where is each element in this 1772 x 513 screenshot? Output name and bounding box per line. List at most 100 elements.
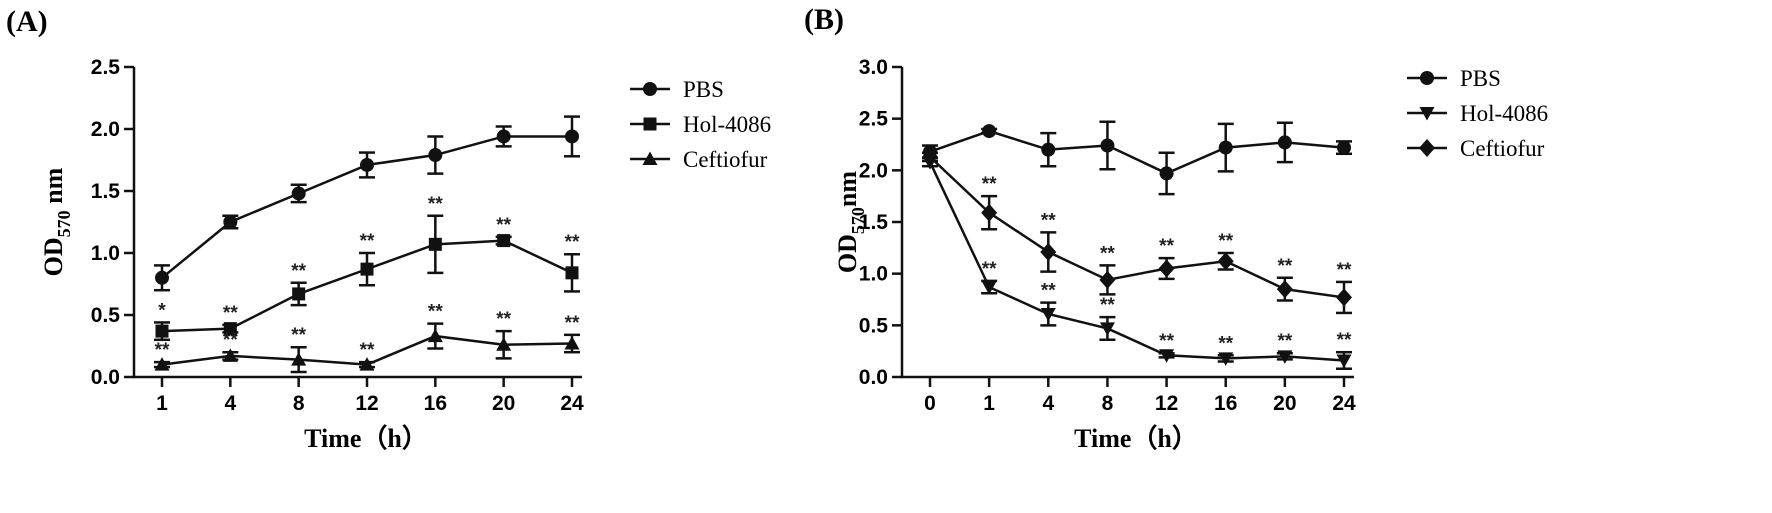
data-point (1159, 349, 1175, 363)
data-point (359, 357, 375, 371)
data-point (565, 266, 579, 280)
x-tick-label: 12 (355, 392, 378, 415)
y-tick-label: 0.0 (859, 366, 888, 389)
data-point (1099, 270, 1116, 289)
y-axis-title-unit: nm (39, 167, 68, 210)
y-tick-label: 2.0 (91, 118, 120, 141)
significance-label: ** (565, 232, 580, 253)
y-tick-label: 0.5 (91, 304, 121, 327)
data-point (1336, 288, 1352, 307)
data-point (922, 147, 938, 166)
data-point (981, 203, 998, 222)
data-point (222, 348, 238, 362)
significance-label: ** (1337, 330, 1352, 351)
significance-label: ** (1159, 331, 1174, 352)
data-point (1277, 135, 1292, 150)
x-tick-label: 8 (293, 392, 305, 415)
significance-label: ** (428, 302, 443, 323)
chart-b-content: (B) 0.0 0.5 1.0 1.5 2.0 2.5 3.0 0 1 4 8 12 16 20 24 Time… (804, 3, 1548, 453)
y-tick-label: 1.5 (859, 211, 889, 234)
data-point (155, 270, 169, 285)
data-point (1100, 138, 1115, 153)
data-point (497, 234, 511, 248)
series-hol-4086: * ************ (154, 194, 580, 342)
data-point (155, 324, 169, 338)
axes: 0.0 0.5 1.0 1.5 2.0 2.5 1 4 8 12 16 20 24 (91, 56, 584, 415)
x-tick-label: 4 (224, 392, 236, 415)
legend-label: Hol-4086 (1460, 101, 1548, 126)
data-point (1099, 322, 1115, 336)
y-axis-title: OD570 nm (39, 167, 74, 276)
significance-label: ** (982, 259, 997, 280)
x-tick-label: 16 (424, 392, 447, 415)
panel-label: (A) (6, 5, 48, 38)
y-axis-title-main: OD (39, 237, 68, 276)
significance-label: * (158, 300, 166, 321)
significance-label: ** (1100, 295, 1115, 316)
x-tick-label: 24 (1332, 392, 1356, 415)
chart-panel-a: (A) 0.0 0.5 1.0 1.5 2.0 2.5 1 4 8 12 16 20 24 Time（h） O… (6, 5, 771, 453)
significance-label: ** (428, 194, 443, 215)
legend-label: Hol-4086 (683, 112, 771, 137)
y-tick-label: 3.0 (859, 56, 888, 79)
data-point (1337, 140, 1351, 155)
data-point (427, 328, 443, 343)
x-tick-label: 0 (924, 392, 936, 415)
legend-label: PBS (683, 77, 724, 102)
x-tick-label: 20 (492, 392, 515, 415)
chart-b-svg: (B) 0.0 0.5 1.0 1.5 2.0 2.5 3.0 0 1 4 8 12 16 20 24 Time… (804, 3, 1548, 453)
data-point (428, 237, 442, 251)
data-point (1336, 354, 1352, 368)
series-line (928, 161, 1345, 362)
y-tick-label: 0.5 (859, 314, 889, 337)
significance-label: ** (1277, 256, 1292, 277)
x-tick-label: 24 (560, 392, 584, 415)
legend: PBS Hol-4086 Ceftiofur (630, 77, 771, 172)
data-point (496, 129, 511, 144)
data-point (564, 336, 580, 350)
data-point (291, 352, 307, 366)
panel-label: (B) (804, 3, 844, 36)
legend-marker (1419, 139, 1435, 157)
data-point (1040, 307, 1056, 322)
series-line (929, 129, 1345, 175)
data-point (223, 322, 237, 336)
significance-label: ** (496, 309, 511, 330)
data-point (428, 148, 443, 163)
x-tick-label: 1 (156, 392, 168, 415)
legend: PBS Hol-4086 Ceftiofur (1407, 66, 1548, 161)
data-point (982, 124, 997, 139)
significance-label: ** (223, 303, 238, 324)
significance-label: ** (1277, 331, 1292, 352)
significance-label: ** (1041, 281, 1056, 302)
x-axis-title: Time（h） (304, 424, 428, 453)
x-tick-label: 20 (1273, 392, 1296, 415)
legend-marker (1419, 107, 1435, 121)
significance-label: ** (1041, 210, 1056, 231)
significance-label: ** (291, 325, 306, 346)
data-point (1276, 280, 1293, 299)
data-point (1159, 166, 1174, 181)
significance-label: ** (223, 330, 238, 351)
y-axis-title-subscript: 570 (848, 207, 868, 234)
y-axis-title-subscript: 570 (54, 210, 74, 237)
data-point (1158, 259, 1175, 278)
data-point (291, 186, 306, 201)
significance-label: ** (565, 313, 580, 334)
data-point (223, 215, 238, 229)
series-ceftiofur: ** ** ** ** ** ** ** (922, 147, 1352, 315)
legend-label: Ceftiofur (683, 147, 768, 172)
y-tick-label: 1.5 (91, 180, 121, 203)
significance-label: ** (1100, 243, 1115, 264)
data-point (1217, 252, 1234, 271)
y-axis-title-main: OD (833, 234, 862, 273)
y-tick-label: 2.5 (859, 108, 889, 131)
x-tick-label: 1 (983, 392, 995, 415)
series-ceftiofur: ** ** ** ** ** ** ** (154, 302, 580, 374)
significance-label: ** (291, 261, 306, 282)
chart-panel-b: (B) 0.0 0.5 1.0 1.5 2.0 2.5 3.0 0 1 4 8 12 16 20 24 Time… (804, 0, 1772, 513)
y-tick-label: 2.0 (859, 159, 888, 182)
legend-label: Ceftiofur (1460, 136, 1545, 161)
data-point (1277, 350, 1293, 364)
data-point (496, 337, 512, 351)
